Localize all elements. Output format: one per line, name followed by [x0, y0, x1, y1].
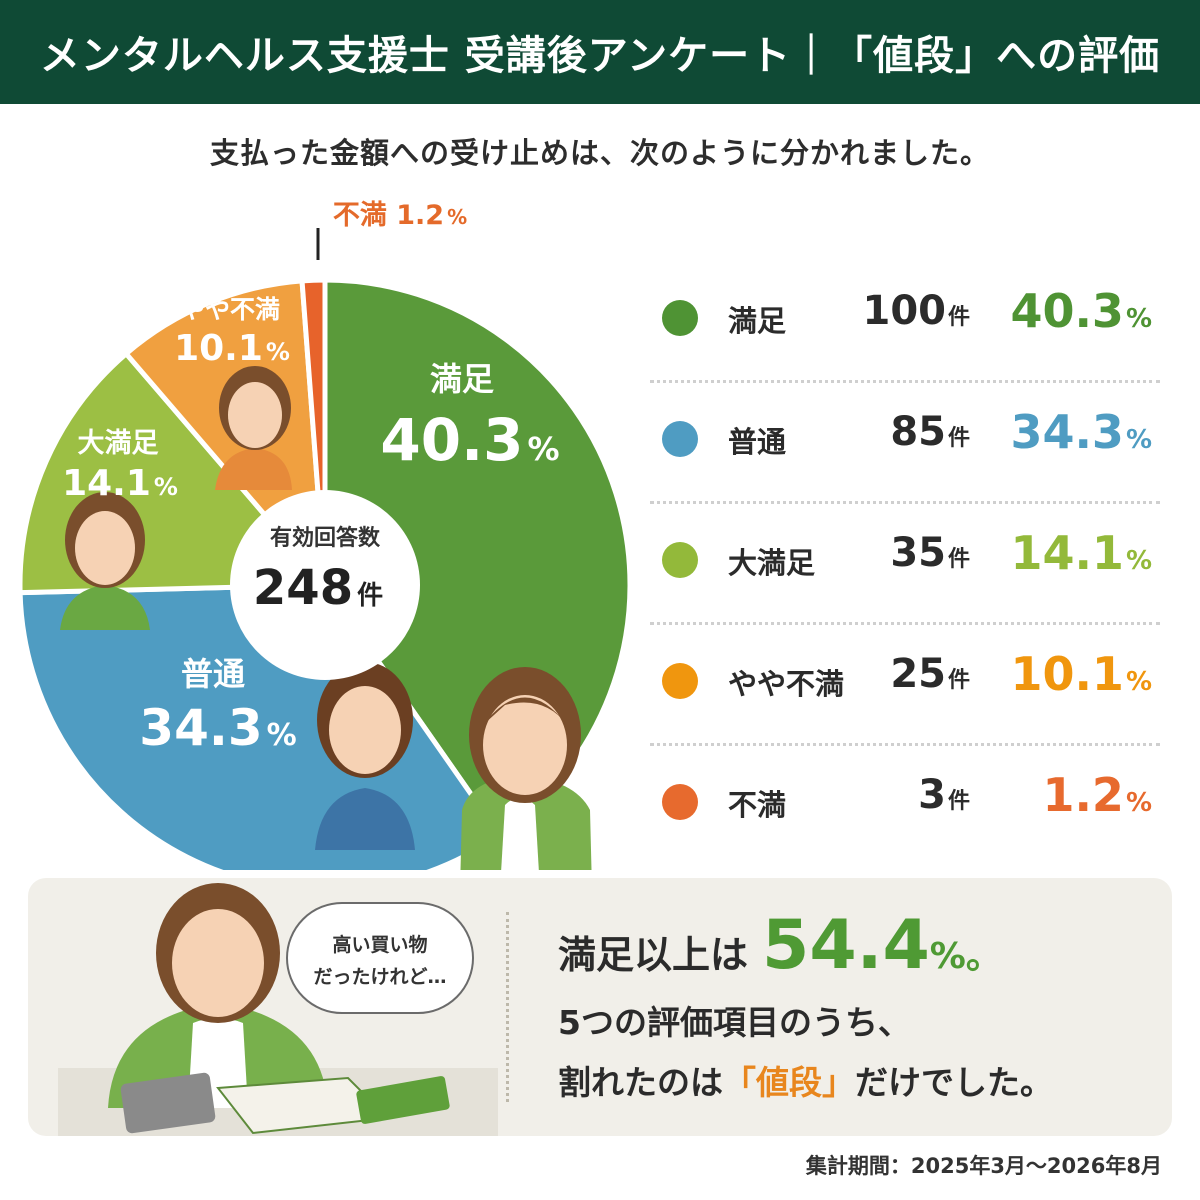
page-subtitle: 支払った金額への受け止めは、次のように分かれました。 [209, 136, 990, 170]
person-very-satisfied-illustration [60, 492, 150, 630]
legend: 満足 100件 40.3% 普通 85件 34.3% 大満足 35件 14.1% やや不満 25件 1… [650, 262, 1160, 864]
pie-label-manzoku-name: 満足 [430, 360, 494, 398]
center-value: 248 件 [253, 560, 383, 616]
legend-dot [662, 300, 698, 336]
legend-row: 普通 85件 34.3% [650, 383, 1160, 504]
summary-line-3: 割れたのは「値段」だけでした。 [558, 1063, 1053, 1102]
legend-label: やや不満 [728, 667, 845, 701]
legend-percent: 1.2% [1042, 768, 1152, 822]
person-satisfied-illustration [460, 667, 592, 870]
pie-label-yayafuman-pct: 10.1% [174, 328, 290, 369]
page-title: メンタルヘルス支援士 受講後アンケート｜「値段」への評価 [0, 0, 1200, 104]
legend-percent: 14.1% [1010, 526, 1152, 580]
pie-label-fuman: 不満 1.2% [333, 200, 467, 231]
legend-label: 満足 [728, 304, 787, 338]
legend-percent: 34.3% [1010, 405, 1152, 459]
student-at-desk-illustration [58, 883, 498, 1136]
pie-label-daimanzoku-name: 大満足 [78, 428, 159, 459]
legend-dot [662, 784, 698, 820]
pie-label-manzoku-pct: 40.3% [380, 406, 559, 474]
legend-row: 不満 3件 1.2% [650, 746, 1160, 864]
summary-line-2: 5つの評価項目のうち、 [558, 1003, 911, 1042]
pie-label-futsu-pct: 34.3% [139, 699, 296, 757]
pie-label-futsu-name: 普通 [181, 655, 245, 693]
pie-label-yayafuman-name: やや不満 [180, 295, 280, 324]
legend-dot [662, 663, 698, 699]
legend-percent: 40.3% [1010, 284, 1152, 338]
legend-percent: 10.1% [1010, 647, 1152, 701]
legend-dot [662, 542, 698, 578]
legend-count: 25件 [890, 651, 970, 697]
legend-count: 100件 [862, 288, 970, 334]
legend-row: 大満足 35件 14.1% [650, 504, 1160, 625]
legend-count: 35件 [890, 530, 970, 576]
legend-count: 3件 [918, 772, 970, 818]
legend-label: 不満 [728, 788, 787, 822]
legend-row: 満足 100件 40.3% [650, 262, 1160, 383]
summary-headline: 満足以上は 54.4%。 [558, 906, 1002, 985]
center-label: 有効回答数 [270, 525, 381, 551]
pie-center [230, 490, 420, 680]
survey-period: 集計期間：2025年3月～2026年8月 [805, 1154, 1162, 1178]
pie-label-daimanzoku-pct: 14.1% [62, 463, 178, 504]
summary-panel: 高い買い物 だったけれど… 満足以上は 54.4%。 5つの評価項目のうち、 割れ… [28, 878, 1172, 1136]
legend-count: 85件 [890, 409, 970, 455]
legend-label: 大満足 [728, 546, 816, 580]
speech-bubble: 高い買い物 だったけれど… [286, 902, 474, 1014]
person-normal-illustration [315, 662, 415, 850]
summary-divider [506, 912, 509, 1102]
legend-dot [662, 421, 698, 457]
person-slightly-dissatisfied-illustration [215, 366, 292, 490]
pie-chart: 有効回答数 248 件 満足 40.3% 普通 34.3% 大満足 14.1% や… [17, 200, 633, 870]
legend-row: やや不満 25件 10.1% [650, 625, 1160, 746]
legend-label: 普通 [728, 425, 787, 459]
